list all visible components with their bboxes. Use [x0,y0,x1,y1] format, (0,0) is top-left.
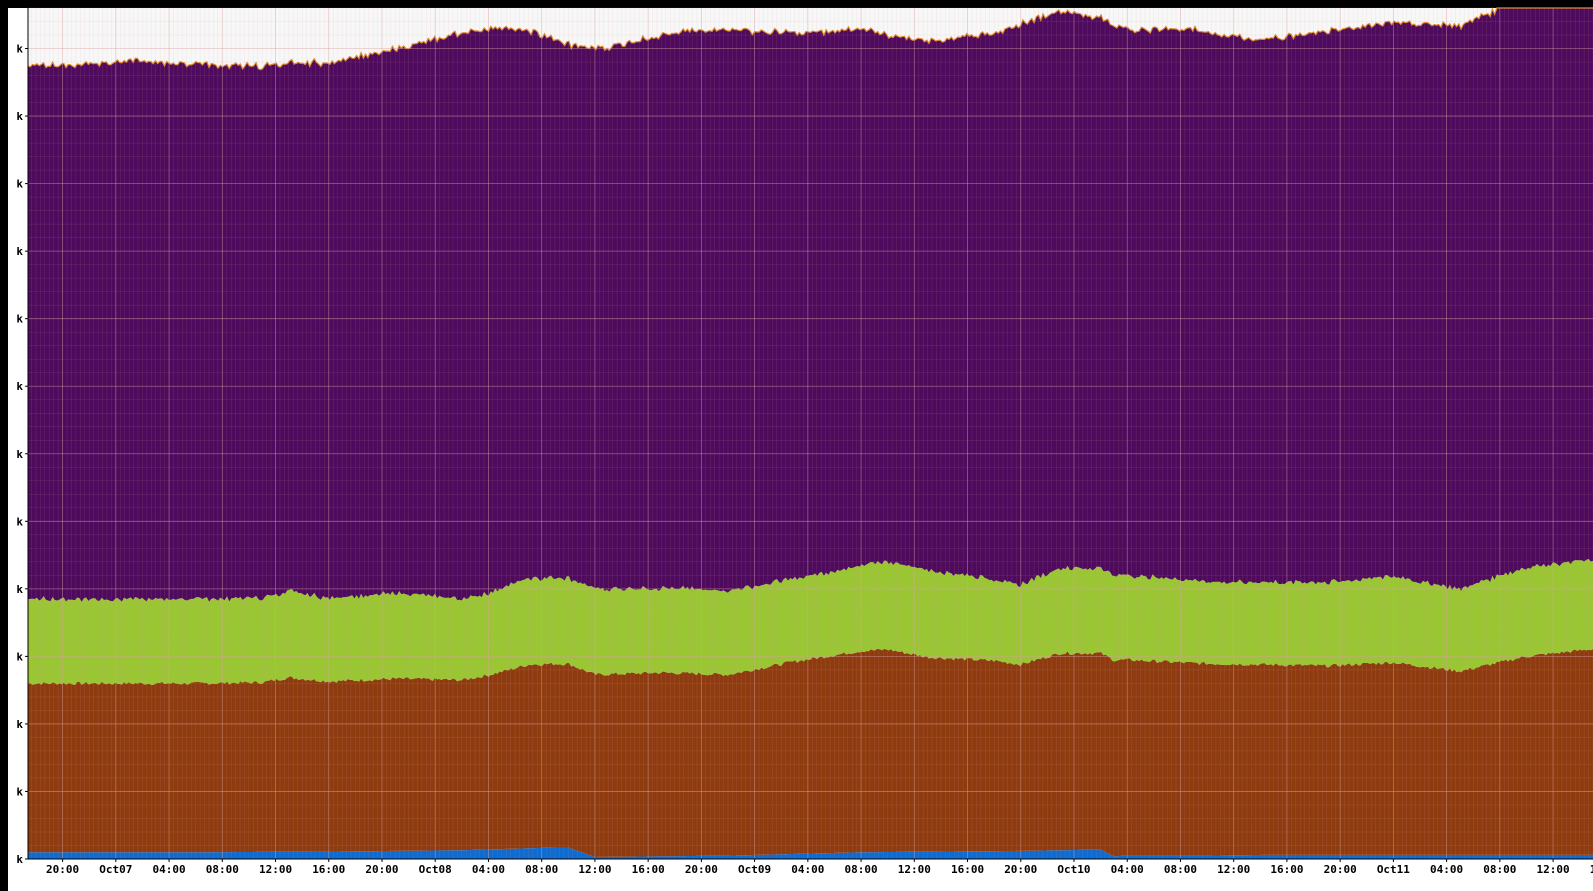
series-area-1 [28,648,1593,857]
series-area-3 [28,8,1593,602]
x-tick-label: 08:00 [1164,863,1197,876]
x-tick-label: 16:00 [1590,863,1593,876]
x-tick-label: 12:00 [259,863,292,876]
x-tick-label: 04:00 [1111,863,1144,876]
y-axis: k k k k k k k k k k k k k [16,8,29,866]
x-tick-label: 12:00 [578,863,611,876]
x-tick-label: 12:00 [1217,863,1250,876]
x-tick-label: 12:00 [898,863,931,876]
y-tick-label: k [16,650,23,663]
y-tick-label: k [16,178,23,191]
x-tick-label: 12:00 [1537,863,1570,876]
y-tick-label: k [16,515,23,528]
x-tick-label: 04:00 [472,863,505,876]
y-tick-label: k [16,718,23,731]
x-tick-label: 08:00 [525,863,558,876]
x-tick-label: 04:00 [153,863,186,876]
y-tick-label: k [16,583,23,596]
x-tick-label: 08:00 [1483,863,1516,876]
x-tick-label: 20:00 [1324,863,1357,876]
y-tick-label: k [16,313,23,326]
x-tick-label: Oct08 [419,863,452,876]
x-tick-label: 04:00 [1430,863,1463,876]
x-tick-label: Oct07 [99,863,132,876]
x-tick-label: Oct10 [1057,863,1090,876]
x-tick-label: 20:00 [46,863,79,876]
x-tick-label: 08:00 [206,863,239,876]
y-tick-label: k [16,448,23,461]
x-tick-label: 20:00 [1004,863,1037,876]
series-top-edge [27,7,1593,71]
grid-layer [28,7,1593,860]
y-tick-label: k [16,43,23,56]
y-tick-label: k [16,380,23,393]
x-tick-label: 04:00 [791,863,824,876]
x-tick-label: Oct11 [1377,863,1410,876]
x-tick-label: 16:00 [951,863,984,876]
series-area-2 [28,558,1593,685]
series-area-0 [28,847,1593,859]
x-tick-label: 20:00 [365,863,398,876]
x-tick-label: 16:00 [312,863,345,876]
x-axis: 20:00 Oct07 04:00 08:00 12:00 16:00 20:00 Oct08… [28,858,1593,876]
y-tick-label: k [16,853,23,866]
x-tick-label: Oct09 [738,863,771,876]
series-layer [27,7,1593,859]
x-tick-label: 16:00 [632,863,665,876]
y-tick-label: k [16,110,23,123]
y-tick-label: k [16,785,23,798]
x-tick-label: 08:00 [845,863,878,876]
x-tick-label: 20:00 [685,863,718,876]
x-tick-label: 16:00 [1270,863,1303,876]
y-tick-label: k [16,245,23,258]
